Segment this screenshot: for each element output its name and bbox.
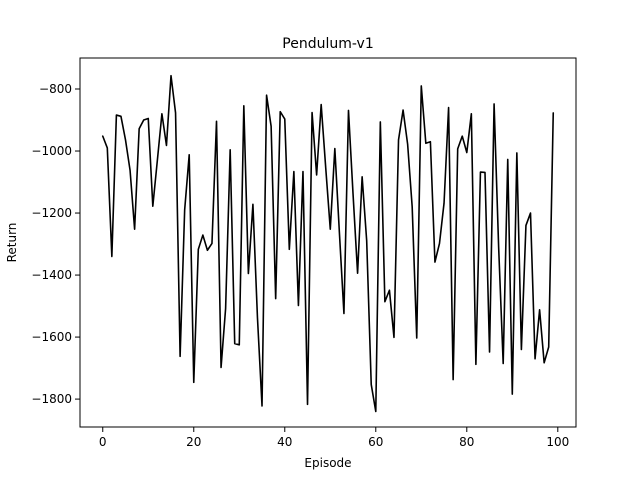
x-axis-label: Episode <box>304 456 351 470</box>
x-tick-label: 100 <box>546 435 569 449</box>
series-line-0 <box>101 74 555 413</box>
axes-frame <box>79 57 577 428</box>
y-tick-label: −1000 <box>31 144 72 158</box>
y-tick-label: −800 <box>39 82 72 96</box>
x-tick-label: 20 <box>186 435 201 449</box>
x-tick-label: 40 <box>277 435 292 449</box>
y-axis-ticks: −1800 −1600 −1400 −1200 −1000 −800 <box>31 82 80 406</box>
x-tick-label: 80 <box>459 435 474 449</box>
plot-series <box>101 74 555 413</box>
y-tick-label: −1400 <box>31 268 72 282</box>
y-axis-label: Return <box>5 223 19 263</box>
y-tick-label: −1800 <box>31 392 72 406</box>
y-tick-label: −1600 <box>31 330 72 344</box>
chart-title: Pendulum-v1 <box>282 36 373 52</box>
x-axis-ticks: 0 20 40 60 80 100 <box>99 427 569 449</box>
x-tick-label: 60 <box>368 435 383 449</box>
y-tick-label: −1200 <box>31 206 72 220</box>
x-tick-label: 0 <box>99 435 107 449</box>
